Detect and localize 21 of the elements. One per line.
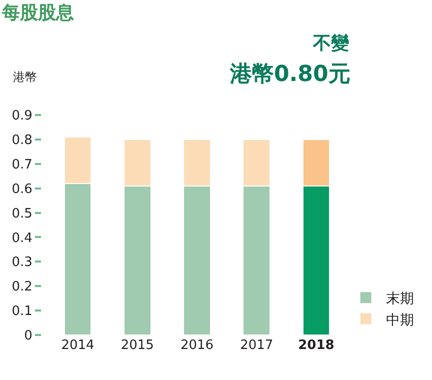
x-tick-label: 2014 xyxy=(61,338,94,353)
x-tick-label: 2017 xyxy=(240,338,274,353)
x-tick-label: 2015 xyxy=(120,338,154,353)
text: 港幣0.80元 xyxy=(229,62,350,87)
y-tick-label: 0.5 xyxy=(12,206,32,222)
y-tick-label: 0.7 xyxy=(12,157,32,172)
chart-title: 每股股息 xyxy=(1,2,74,24)
x-tick-label: 2016 xyxy=(180,338,214,353)
legend-label: 中期 xyxy=(386,312,414,328)
y-axis-title: 港幣 xyxy=(13,70,37,84)
x-tick-label: 2018 xyxy=(298,338,334,353)
y-tick-label: 0.8 xyxy=(12,132,32,148)
y-tick-label: 0.2 xyxy=(12,280,32,295)
legend-label: 末期 xyxy=(386,291,414,308)
y-tick-label: 0.4 xyxy=(12,230,32,246)
y-tick-label: 0.9 xyxy=(12,108,32,124)
text: 不變 xyxy=(312,33,350,54)
y-tick-label: 0.6 xyxy=(12,182,32,197)
y-tick-label: 0.1 xyxy=(12,304,32,320)
y-tick-label: 0 xyxy=(24,328,32,344)
y-tick-label: 0.3 xyxy=(12,255,32,270)
